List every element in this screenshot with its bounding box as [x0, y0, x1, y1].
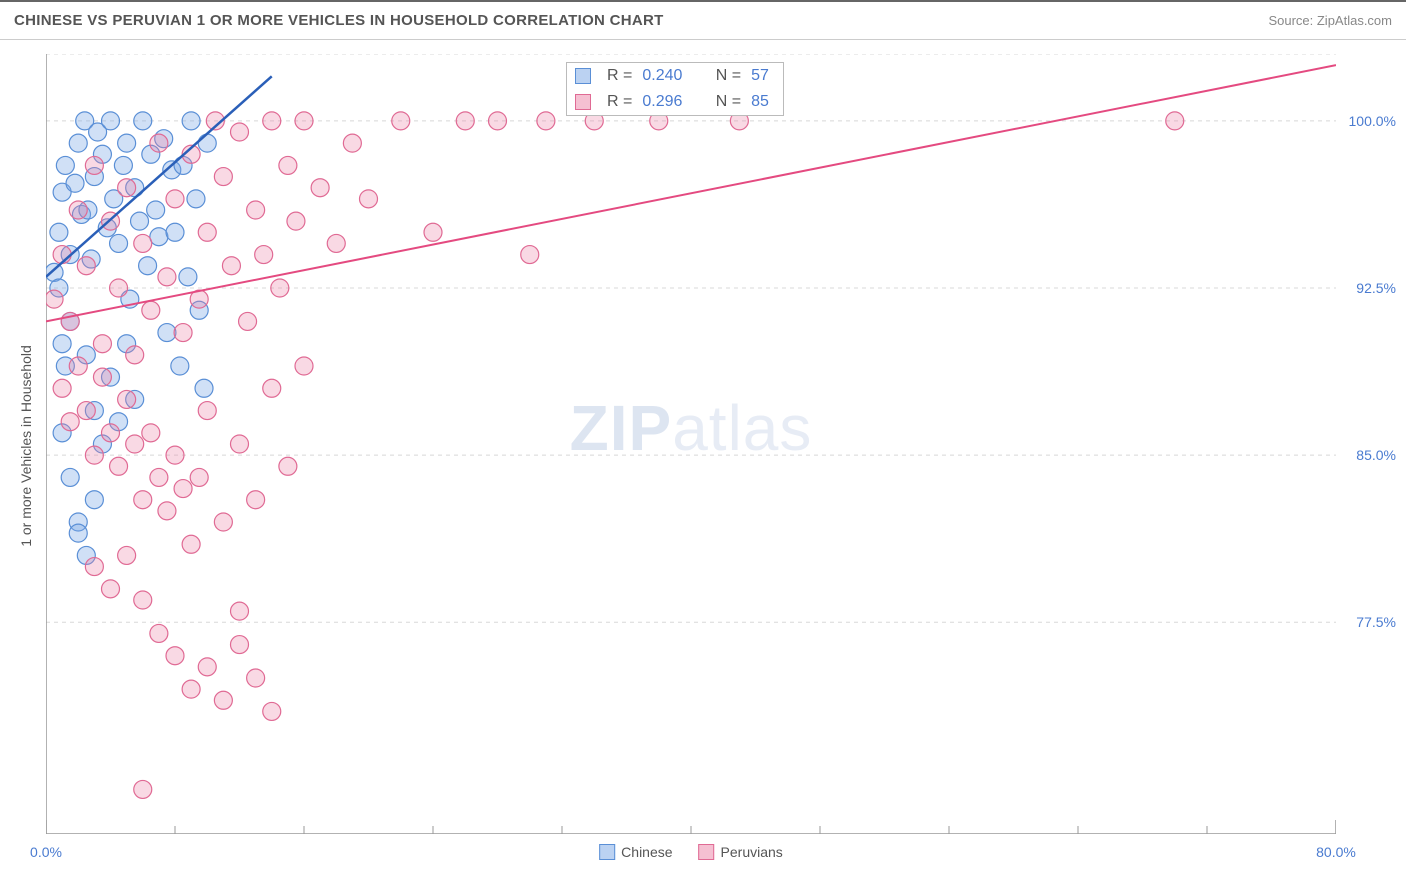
chart-title: CHINESE VS PERUVIAN 1 OR MORE VEHICLES I… [14, 12, 664, 29]
stat-swatch [575, 68, 591, 84]
y-tick-label: 100.0% [1349, 113, 1396, 129]
plot-svg [46, 54, 1336, 834]
source-attribution: Source: ZipAtlas.com [1268, 13, 1392, 28]
stat-r-value: 0.240 [642, 67, 682, 85]
scatter-plot: ZIPatlas R = 0.240 N = 57R = 0.296 N = 8… [46, 54, 1336, 834]
stat-n-label: N = [716, 93, 741, 111]
header-bar: CHINESE VS PERUVIAN 1 OR MORE VEHICLES I… [0, 0, 1406, 40]
stat-r-value: 0.296 [642, 93, 682, 111]
x-tick-label: 80.0% [1316, 844, 1356, 860]
legend-swatch [699, 844, 715, 860]
legend-item: Chinese [599, 844, 672, 860]
y-tick-label: 85.0% [1356, 447, 1396, 463]
x-tick-label: 0.0% [30, 844, 62, 860]
legend-label: Peruvians [721, 844, 783, 860]
legend-swatch [599, 844, 615, 860]
stat-n-value: 57 [751, 67, 769, 85]
y-axis-label: 1 or more Vehicles in Household [18, 345, 34, 547]
y-tick-label: 77.5% [1356, 614, 1396, 630]
stat-n-label: N = [716, 67, 741, 85]
source-name: ZipAtlas.com [1317, 13, 1392, 28]
legend: Chinese Peruvians [599, 844, 783, 860]
stat-r-label: R = [607, 67, 632, 85]
stat-row: R = 0.240 N = 57 [567, 63, 783, 89]
legend-item: Peruvians [699, 844, 783, 860]
stat-row: R = 0.296 N = 85 [567, 89, 783, 115]
legend-label: Chinese [621, 844, 672, 860]
stat-swatch [575, 94, 591, 110]
stat-n-value: 85 [751, 93, 769, 111]
source-prefix: Source: [1268, 13, 1316, 28]
y-tick-label: 92.5% [1356, 280, 1396, 296]
stat-r-label: R = [607, 93, 632, 111]
correlation-stat-box: R = 0.240 N = 57R = 0.296 N = 85 [566, 62, 784, 116]
